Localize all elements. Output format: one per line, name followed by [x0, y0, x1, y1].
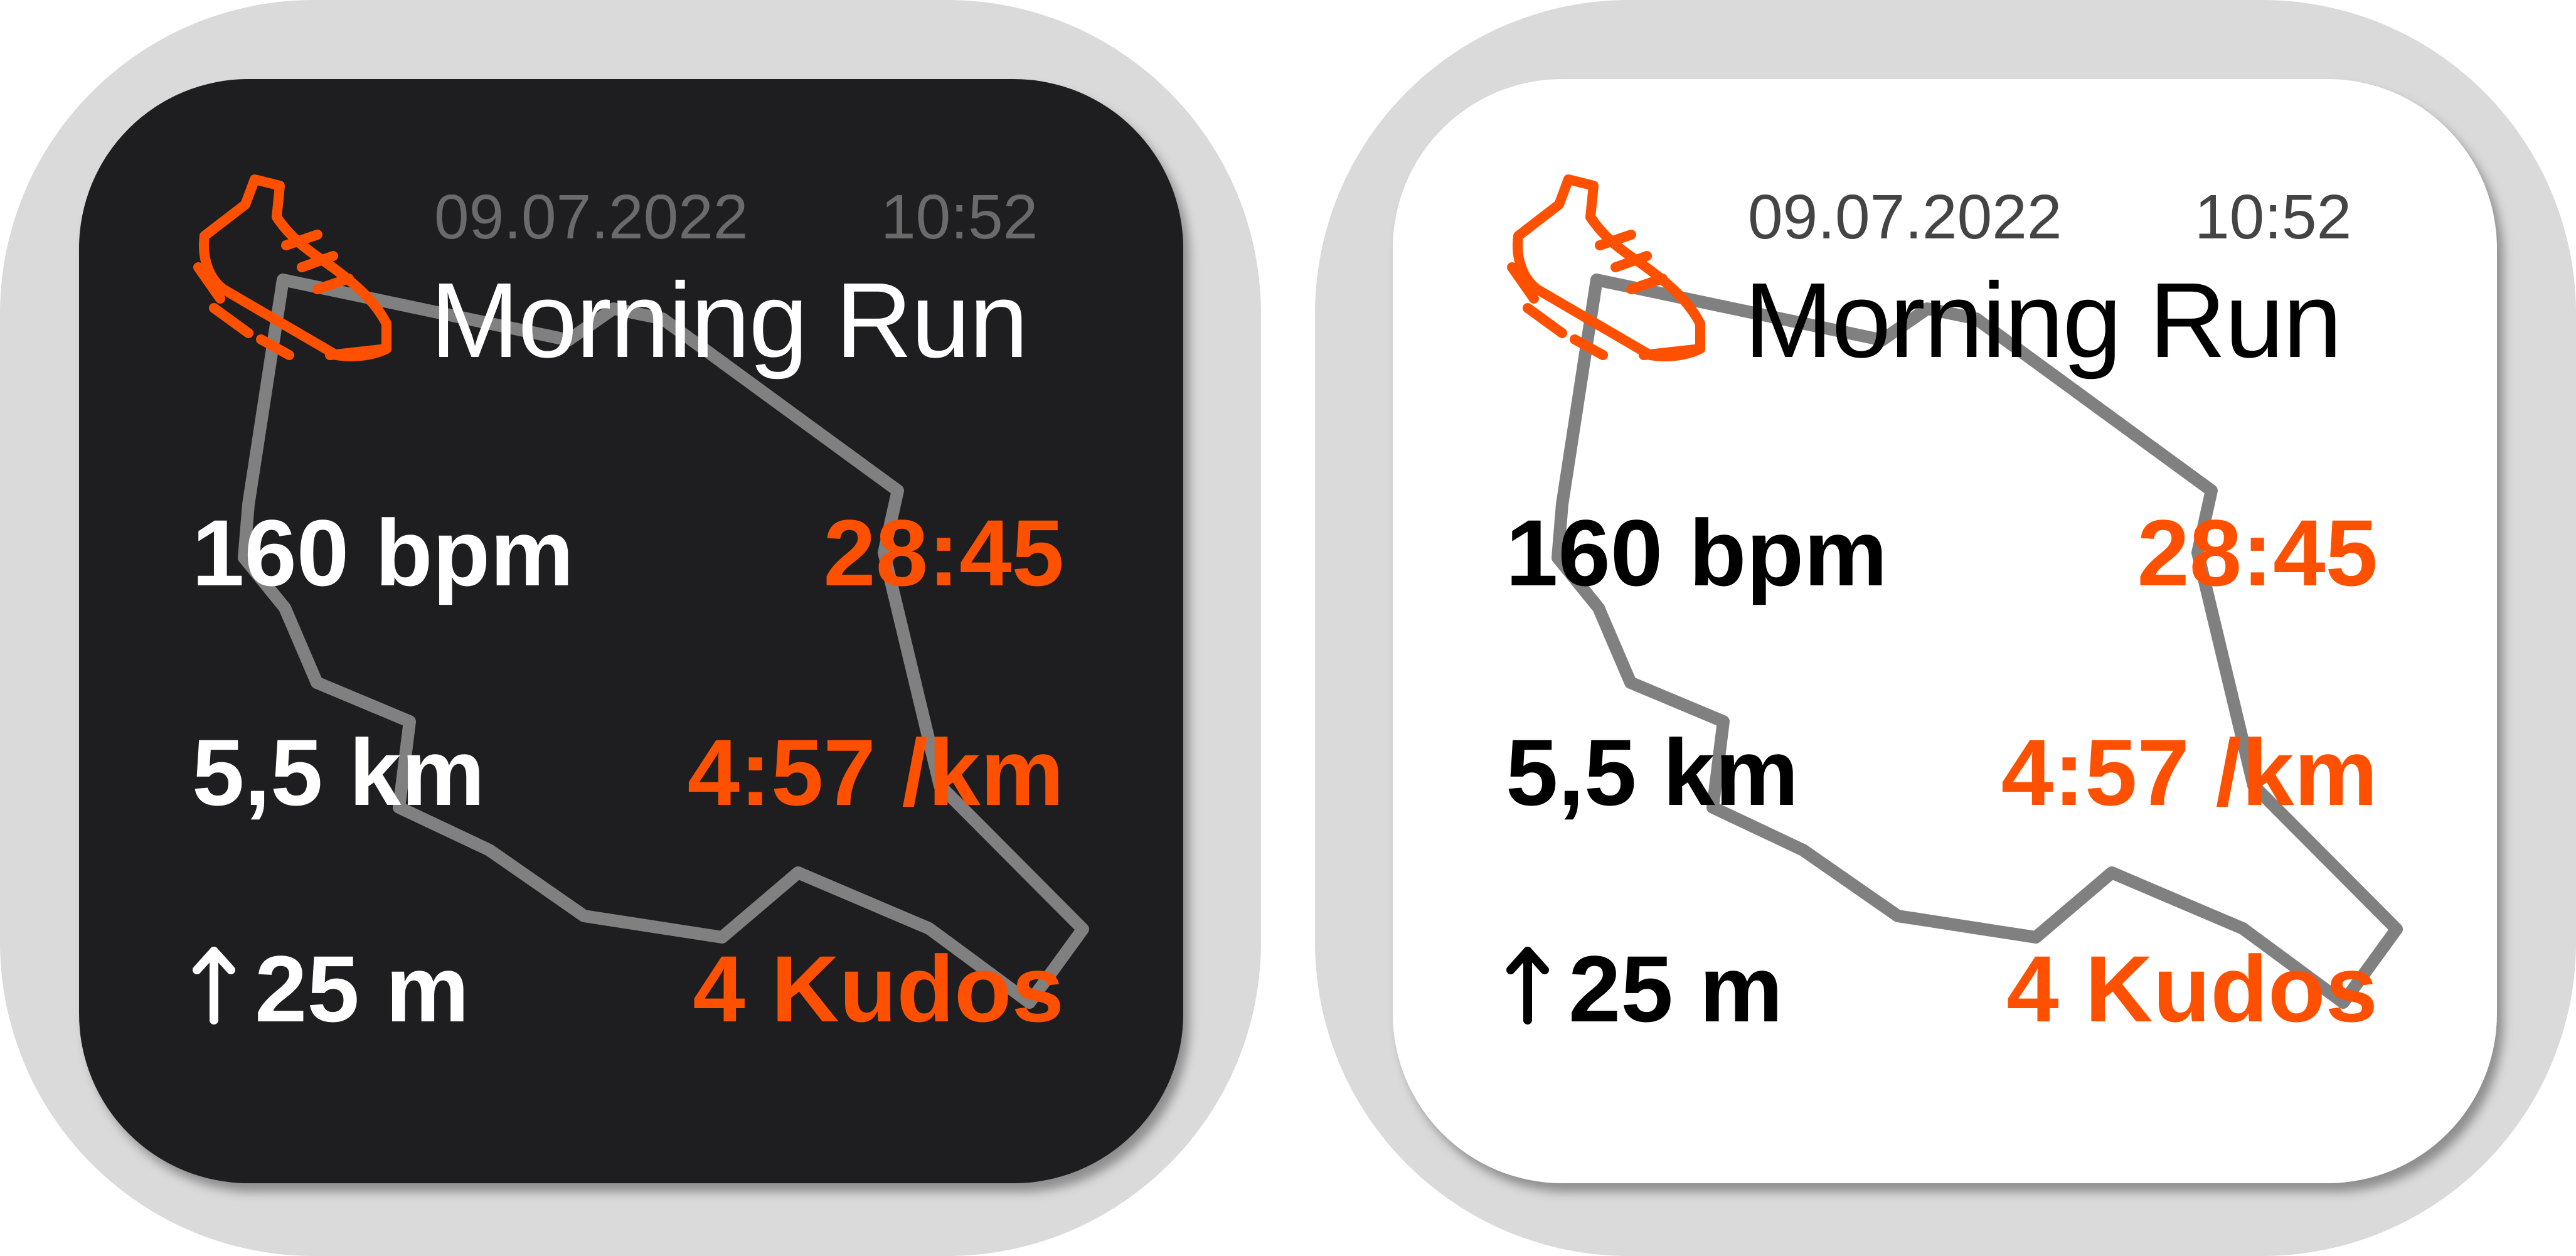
distance: 5,5 km: [192, 720, 485, 825]
elevation-gain: 25 m: [192, 942, 469, 1036]
running-shoe-icon: [1507, 174, 1705, 361]
activity-title: Morning Run: [430, 261, 1028, 380]
watch-bezel-light: 09.07.2022 10:52 Morning Run 160 bpm 28:…: [1315, 0, 2576, 1256]
activity-time: 10:52: [881, 182, 1038, 252]
elevation-value: 25 m: [1568, 936, 1783, 1041]
activity-title: Morning Run: [1744, 261, 2342, 380]
activity-date: 09.07.2022: [1748, 182, 2062, 252]
elevation-value: 25 m: [255, 936, 469, 1041]
duration: 28:45: [823, 500, 1064, 605]
heart-rate: 160 bpm: [192, 500, 574, 605]
watch-bezel-dark: 09.07.2022 10:52 Morning Run 160 bpm 28:…: [0, 0, 1261, 1256]
activity-date: 09.07.2022: [434, 182, 748, 252]
route-map: [1551, 274, 2403, 1009]
route-map: [238, 274, 1089, 1009]
elevation-gain: 25 m: [1506, 942, 1783, 1036]
kudos[interactable]: 4 Kudos: [2006, 936, 2378, 1041]
activity-card-dark[interactable]: 09.07.2022 10:52 Morning Run 160 bpm 28:…: [79, 79, 1183, 1183]
running-shoe-icon: [193, 174, 391, 361]
duration: 28:45: [2137, 500, 2378, 605]
pace: 4:57 /km: [687, 720, 1064, 825]
activity-card-light[interactable]: 09.07.2022 10:52 Morning Run 160 bpm 28:…: [1393, 79, 2497, 1183]
activity-time: 10:52: [2195, 182, 2352, 252]
pace: 4:57 /km: [2001, 720, 2378, 825]
heart-rate: 160 bpm: [1506, 500, 1888, 605]
arrow-up-icon: [1506, 947, 1549, 1024]
kudos[interactable]: 4 Kudos: [693, 936, 1064, 1041]
arrow-up-icon: [193, 947, 235, 1024]
distance: 5,5 km: [1506, 720, 1799, 825]
